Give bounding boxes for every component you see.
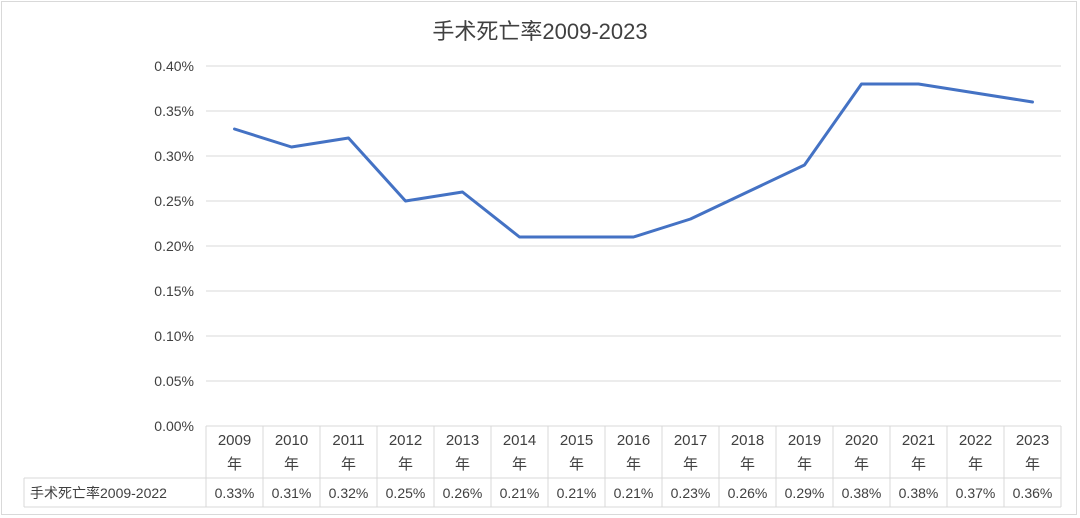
y-axis-ticks: 0.00% 0.05% 0.10% 0.15% 0.20% 0.25% 0.30% 0.35%… — [154, 58, 194, 434]
x-tick-label: 2012 年 — [389, 432, 422, 473]
x-tick-label: 2021 年 — [902, 432, 935, 473]
x-tick-label: 2022 年 — [959, 432, 992, 473]
data-label: 0.29% — [785, 485, 825, 501]
y-tick-label: 0.15% — [154, 283, 194, 299]
x-tick-label: 2018 年 — [731, 432, 764, 473]
x-tick-label: 2010 年 — [275, 432, 308, 473]
x-tick-label: 2019 年 — [788, 432, 821, 473]
y-tick-label: 0.20% — [154, 238, 194, 254]
series-name-label: 手术死亡率2009-2022 — [30, 485, 167, 501]
x-tick-label: 2020 年 — [845, 432, 878, 473]
y-tick-label: 0.05% — [154, 373, 194, 389]
data-label: 0.36% — [1013, 485, 1053, 501]
data-label: 0.31% — [272, 485, 312, 501]
data-label: 0.38% — [842, 485, 882, 501]
data-label: 0.26% — [443, 485, 483, 501]
data-label: 0.33% — [215, 485, 255, 501]
y-tick-label: 0.10% — [154, 328, 194, 344]
data-table: 2009 年 2010 年 2011 年 2012 年 2013 年 2014 年 2015 年 2016 年… — [23, 425, 1062, 508]
x-tick-label: 2013 年 — [446, 432, 479, 473]
data-label: 0.37% — [956, 485, 996, 501]
chart-title: 手术死亡率2009-2023 — [432, 19, 648, 44]
x-tick-label: 2023 年 — [1016, 432, 1049, 473]
x-tick-label: 2017 年 — [674, 432, 707, 473]
data-label: 0.38% — [899, 485, 939, 501]
data-label: 0.21% — [614, 485, 654, 501]
x-tick-label: 2016 年 — [617, 432, 650, 473]
y-tick-label: 0.00% — [154, 418, 194, 434]
gridlines — [206, 65, 1061, 382]
y-tick-label: 0.35% — [154, 103, 194, 119]
data-label: 0.32% — [329, 485, 369, 501]
x-tick-label: 2009 年 — [218, 432, 251, 473]
series-lines — [233, 82, 1034, 239]
x-tick-label: 2011 年 — [332, 432, 364, 473]
data-label: 0.26% — [728, 485, 768, 501]
y-tick-label: 0.25% — [154, 193, 194, 209]
data-label: 0.25% — [386, 485, 426, 501]
data-label: 0.21% — [557, 485, 597, 501]
y-tick-label: 0.40% — [154, 58, 194, 74]
y-tick-label: 0.30% — [154, 148, 194, 164]
series-line — [233, 82, 1034, 239]
x-tick-label: 2014 年 — [503, 432, 536, 473]
data-label: 0.23% — [671, 485, 711, 501]
data-label: 0.21% — [500, 485, 540, 501]
x-tick-label: 2015 年 — [560, 432, 593, 473]
